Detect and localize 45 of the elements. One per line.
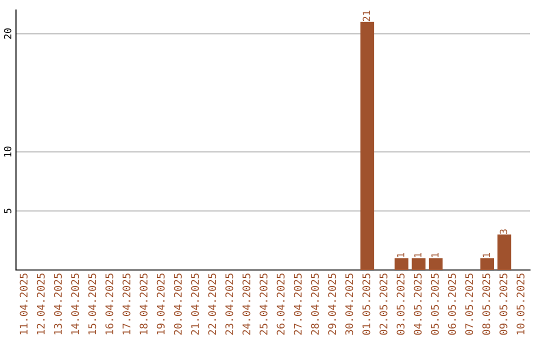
x-tick-label: 01.05.2025 — [362, 274, 370, 335]
y-tick-label: 5 — [4, 208, 12, 214]
data-label: 1 — [482, 252, 490, 258]
x-tick-label: 22.04.2025 — [208, 274, 216, 335]
x-tick-label: 13.04.2025 — [54, 274, 62, 334]
x-tick-label: 06.05.2025 — [448, 274, 456, 335]
data-label: 1 — [431, 252, 438, 258]
bar — [412, 258, 426, 270]
x-tick-label: 16.04.2025 — [105, 274, 114, 334]
x-tick-label: 15.04.2025 — [88, 274, 96, 334]
bar — [480, 258, 494, 270]
x-tick-label: 18.04.2025 — [140, 274, 148, 334]
bar — [428, 258, 443, 270]
bar — [360, 22, 374, 270]
x-tick-label: 03.05.2025 — [396, 274, 405, 335]
x-tick-label: 11.04.2025 — [20, 274, 28, 334]
x-tick-label: 20.04.2025 — [174, 274, 182, 335]
x-tick-label: 21.04.2025 — [191, 274, 199, 335]
x-tick-label: 19.04.2025 — [156, 274, 165, 334]
bar — [394, 258, 408, 270]
x-tick-label: 14.04.2025 — [71, 274, 80, 334]
x-tick-label: 02.05.2025 — [380, 274, 388, 335]
y-tick-label: 20 — [4, 28, 12, 39]
x-tick-label: 30.04.2025 — [345, 274, 354, 335]
data-label: 21 — [362, 10, 370, 22]
x-tick-label: 07.05.2025 — [465, 274, 474, 335]
y-tick-label: 10 — [4, 146, 12, 157]
x-tick-label: 04.05.2025 — [414, 274, 422, 335]
data-label: 3 — [500, 229, 508, 234]
x-tick-label: 26.04.2025 — [276, 274, 285, 335]
x-tick-label: 08.05.2025 — [482, 274, 490, 335]
x-tick-label: 17.04.2025 — [122, 274, 130, 334]
x-tick-label: 25.04.2025 — [260, 274, 268, 335]
x-tick-label: 05.05.2025 — [430, 274, 439, 335]
x-tick-label: 10.05.2025 — [516, 274, 524, 334]
x-tick-label: 27.04.2025 — [294, 274, 302, 335]
bar — [497, 234, 512, 270]
data-label: 1 — [414, 252, 422, 258]
x-tick-label: 29.04.2025 — [328, 274, 336, 335]
x-tick-label: 23.04.2025 — [225, 274, 234, 335]
x-tick-label: 12.04.2025 — [36, 274, 45, 334]
x-tick-label: 09.05.2025 — [499, 274, 508, 335]
x-tick-label: 28.04.2025 — [311, 274, 319, 335]
x-tick-label: 24.04.2025 — [242, 274, 250, 335]
data-label: 1 — [397, 252, 404, 258]
